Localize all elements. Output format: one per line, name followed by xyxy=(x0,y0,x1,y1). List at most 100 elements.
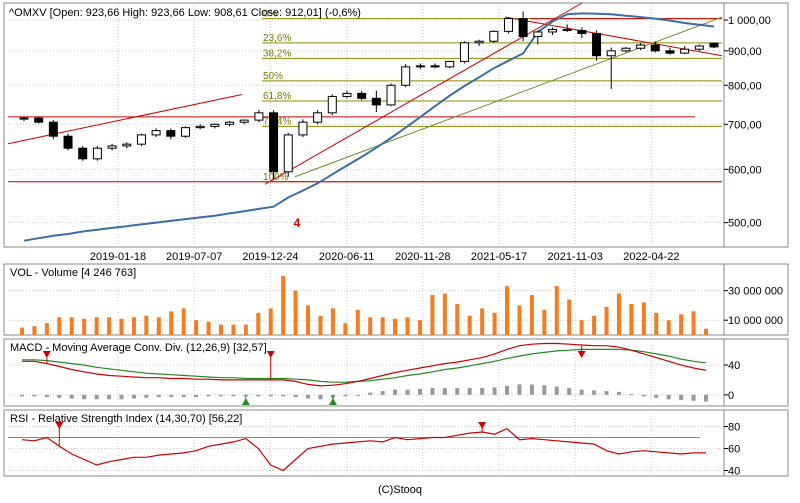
candle-body xyxy=(415,65,425,68)
macd-buy-marker xyxy=(328,398,337,405)
wave-annotation: 4 xyxy=(294,216,301,230)
macd-histogram-bar xyxy=(69,394,74,399)
price-ytick-label: 700,00 xyxy=(728,119,762,131)
volume-bar xyxy=(654,312,659,335)
price-ytick-label: 1 000,00 xyxy=(728,15,771,27)
candle-body xyxy=(254,112,264,121)
candle-body xyxy=(386,84,396,106)
macd-histogram-bar xyxy=(679,394,684,401)
price-xtick-label: 2021-05-17 xyxy=(471,251,527,263)
ohlc-label: [Open: 923,66 High: 923,66 Low: 908,61 C… xyxy=(49,7,361,19)
volume-bar xyxy=(194,320,199,335)
macd-ytick-label: 40 xyxy=(728,360,740,372)
price-xtick-label: 2019-12-24 xyxy=(242,251,298,263)
volume-bar xyxy=(156,317,161,335)
price-xtick-label: 2022-04-22 xyxy=(623,251,679,263)
volume-bar xyxy=(467,315,472,335)
macd-histogram-bar xyxy=(417,388,422,395)
volume-bar xyxy=(231,324,236,335)
macd-histogram-bar xyxy=(592,390,597,395)
macd-histogram-bar xyxy=(281,394,286,397)
macd-histogram-bar xyxy=(94,394,99,400)
volume-bar xyxy=(554,286,559,335)
macd-histogram-bar xyxy=(20,394,24,397)
candle-body xyxy=(694,45,704,50)
price-xtick-label: 2020-11-28 xyxy=(395,251,450,263)
volume-bar xyxy=(218,324,223,335)
volume-bar xyxy=(330,308,335,335)
volume-bar xyxy=(94,317,99,335)
candle-body xyxy=(151,130,161,136)
candle-body xyxy=(636,44,646,49)
macd-histogram-bar xyxy=(393,389,398,395)
candle-body xyxy=(136,134,146,145)
candle-body xyxy=(401,66,411,86)
macd-histogram-bar xyxy=(505,385,510,395)
candle-body xyxy=(210,123,220,127)
candle-body xyxy=(195,125,205,129)
candle-body xyxy=(430,65,440,68)
volume-bar xyxy=(492,312,497,335)
volume-bar xyxy=(69,317,74,335)
volume-bar xyxy=(144,315,149,335)
candle-body xyxy=(577,29,587,34)
macd-histogram-bar xyxy=(218,394,223,397)
candle-body xyxy=(313,112,323,123)
trendline-uptrend xyxy=(264,2,583,185)
volume-ytick-label: 30 000 000 xyxy=(728,286,783,298)
volume-bar xyxy=(442,293,447,335)
volume-bar xyxy=(480,308,485,335)
volume-bar xyxy=(579,320,584,335)
candle-body xyxy=(327,95,337,114)
candle-body xyxy=(665,50,675,54)
price-header: ^OMXV [Open: 923,66 High: 923,66 Low: 90… xyxy=(9,7,361,19)
candle-body xyxy=(92,147,102,160)
candle-body xyxy=(48,121,58,137)
volume-bar xyxy=(567,299,572,335)
fib-level-label: 100% xyxy=(263,172,289,183)
candle-body xyxy=(562,29,572,32)
volume-bar xyxy=(604,306,609,335)
volume-bar xyxy=(679,314,684,335)
candle-body xyxy=(533,31,543,38)
volume-bar xyxy=(119,318,124,335)
volume-bar xyxy=(44,323,49,335)
macd-histogram-bar xyxy=(529,384,534,395)
macd-sell-marker xyxy=(577,351,586,358)
volume-bar xyxy=(20,327,24,335)
macd-histogram-bar xyxy=(231,394,236,397)
macd-histogram-bar xyxy=(405,389,410,395)
macd-histogram-bar xyxy=(542,385,547,395)
volume-bar xyxy=(131,317,136,335)
candle-body xyxy=(548,29,558,33)
candle-body xyxy=(371,97,381,106)
trendline-olive xyxy=(294,16,723,178)
candle-body xyxy=(680,48,690,54)
macd-histogram-bar xyxy=(44,394,49,398)
volume-bar xyxy=(455,303,460,335)
macd-ytick-label: 0 xyxy=(728,390,734,402)
macd-histogram-bar xyxy=(169,394,174,398)
volume-bar xyxy=(592,315,597,335)
volume-bar xyxy=(243,324,248,335)
macd-histogram-bar xyxy=(380,391,385,395)
candle-body xyxy=(122,143,132,147)
macd-histogram-bar xyxy=(691,394,696,401)
macd-histogram-bar xyxy=(181,394,186,398)
macd-histogram-bar xyxy=(368,392,373,395)
macd-histogram-bar xyxy=(107,394,112,400)
volume-bar xyxy=(666,320,671,335)
candle-body xyxy=(63,135,73,149)
candle-body xyxy=(298,121,308,136)
rsi-ytick-label: 60 xyxy=(728,444,740,456)
macd-histogram-bar xyxy=(567,388,572,395)
volume-bar xyxy=(107,317,112,335)
macd-signal-line xyxy=(22,348,707,383)
macd-histogram-bar xyxy=(604,391,609,395)
candle-body xyxy=(239,119,249,123)
candle-body xyxy=(78,147,88,160)
macd-histogram-bar xyxy=(343,394,348,397)
volume-bar xyxy=(206,321,211,335)
